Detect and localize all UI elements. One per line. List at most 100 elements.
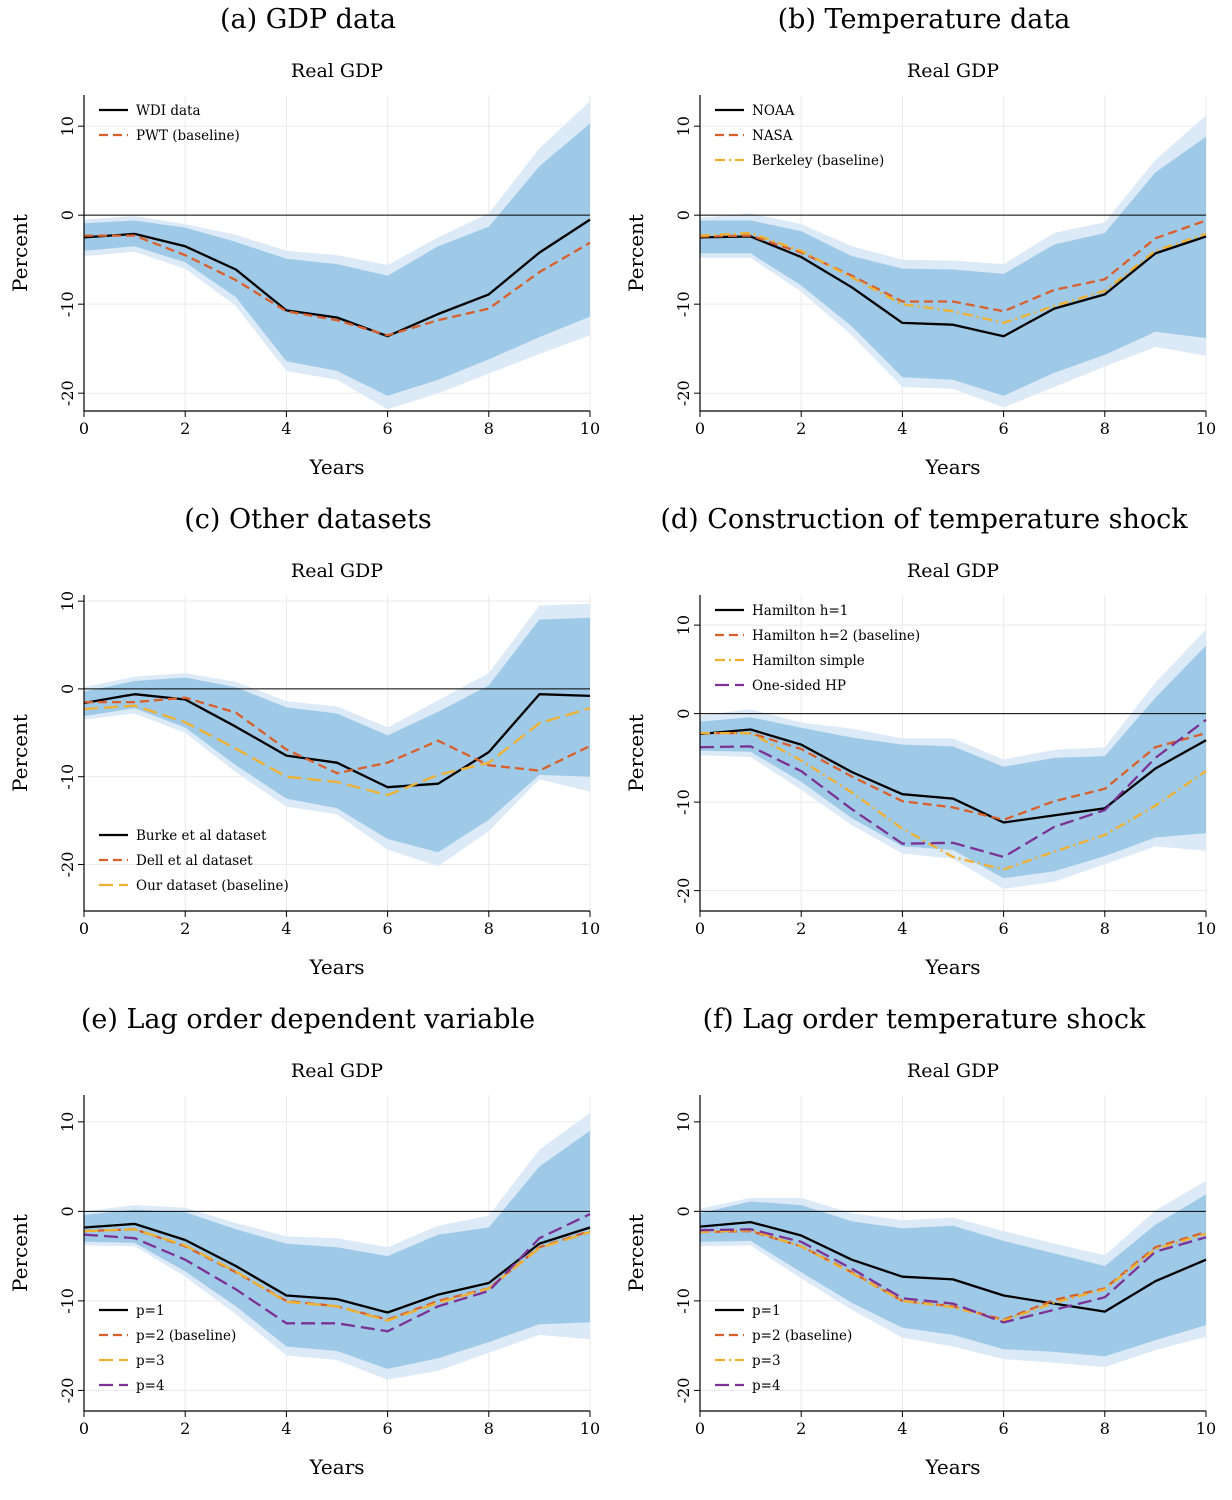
- x-tick-label: 6: [999, 419, 1009, 438]
- y-tick-label: -10: [674, 789, 693, 815]
- panel-f: (f) Lag order temperature shock Real GDP…: [616, 1000, 1232, 1500]
- legend-label: Dell et al dataset: [136, 853, 253, 869]
- series-line: [699, 219, 1207, 313]
- y-tick-label: 0: [58, 684, 77, 694]
- series-line: [700, 731, 1207, 821]
- y-tick-label: -10: [58, 1288, 77, 1314]
- legend-label: Berkeley (baseline): [752, 153, 884, 169]
- y-tick-label: 10: [58, 116, 77, 136]
- y-tick-label: 10: [674, 615, 693, 635]
- confidence-band-inner: [84, 617, 590, 853]
- x-tick-label: 2: [796, 419, 806, 438]
- confidence-band-inner: [84, 1130, 590, 1369]
- y-axis-label: Percent: [624, 1214, 648, 1292]
- x-axis-label: Years: [308, 455, 364, 479]
- series-line: [699, 718, 1207, 859]
- x-tick-label: 6: [383, 1419, 393, 1438]
- series-line: [84, 234, 591, 337]
- y-tick-label: -20: [674, 878, 693, 904]
- y-tick-label: -20: [674, 1378, 693, 1404]
- y-axis-label: Percent: [8, 214, 32, 292]
- x-tick-label: 4: [281, 419, 291, 438]
- y-tick-label: 0: [674, 210, 693, 220]
- legend-label: p=3: [136, 1353, 165, 1369]
- x-tick-label: 6: [383, 419, 393, 438]
- y-tick-label: -10: [58, 291, 77, 317]
- confidence-band-inner: [700, 1194, 1206, 1357]
- legend: WDI data PWT (baseline): [99, 103, 240, 144]
- x-tick-label: 10: [1196, 419, 1216, 438]
- x-tick-label: 10: [1196, 1419, 1216, 1438]
- legend-label: Our dataset (baseline): [136, 878, 289, 894]
- y-tick-label: 0: [58, 210, 77, 220]
- legend-label: p=2 (baseline): [752, 1328, 852, 1344]
- confidence-band-inner: [84, 123, 590, 396]
- y-axis-label: Percent: [624, 214, 648, 292]
- x-tick-label: 0: [79, 419, 89, 438]
- y-tick-label: 0: [674, 1206, 693, 1216]
- x-axis-label: Years: [924, 955, 980, 979]
- y-tick-label: -20: [674, 380, 693, 406]
- confidence-band-inner: [700, 645, 1206, 879]
- x-tick-label: 0: [695, 419, 705, 438]
- series-line: [83, 1222, 591, 1314]
- chart-a: Real GDP 0 2 4 6 8 10 10 0 -10 -20 Years Percent WDI …: [8, 60, 600, 479]
- legend-label: NASA: [752, 128, 793, 144]
- legend-label: WDI data: [136, 103, 201, 119]
- x-tick-label: 8: [484, 419, 494, 438]
- legend-label: Hamilton h=1: [752, 603, 848, 619]
- x-tick-label: 0: [79, 919, 89, 938]
- x-tick-label: 4: [897, 919, 907, 938]
- panel-d: (d) Construction of temperature shock Re…: [616, 500, 1232, 1000]
- x-tick-label: 8: [484, 1419, 494, 1438]
- legend: Burke et al dataset Dell et al dataset Our…: [99, 828, 289, 894]
- x-tick-label: 8: [1100, 419, 1110, 438]
- legend-label: p=4: [136, 1378, 165, 1394]
- series-line: [83, 693, 591, 789]
- y-axis-label: Percent: [8, 714, 32, 792]
- x-tick-label: 10: [580, 919, 600, 938]
- y-tick-label: 10: [58, 591, 77, 611]
- series-line: [83, 704, 591, 797]
- y-tick-label: 10: [58, 1112, 77, 1132]
- series-line: [699, 235, 1207, 338]
- legend-label: p=2 (baseline): [136, 1328, 236, 1344]
- series-line: [699, 1229, 1207, 1322]
- legend: p=1 p=2 (baseline) p=3 p=4: [99, 1303, 236, 1394]
- series-line: [83, 218, 591, 338]
- x-tick-label: 10: [580, 419, 600, 438]
- chart-d: Real GDP 0 2 4 6 8 10 10 0 -10 -20 Years Percent Hami…: [624, 560, 1216, 979]
- y-tick-label: -10: [674, 1288, 693, 1314]
- chart-c: Real GDP 0 2 4 6 8 10 10 0 -10 -20 Years Percent Burk…: [8, 560, 600, 979]
- series-line: [83, 1213, 591, 1333]
- y-tick-label: -20: [58, 1378, 77, 1404]
- x-tick-label: 2: [180, 1419, 190, 1438]
- x-tick-label: 0: [695, 919, 705, 938]
- y-tick-label: 0: [58, 1206, 77, 1216]
- x-tick-label: 0: [79, 1419, 89, 1438]
- x-axis-label: Years: [924, 455, 980, 479]
- panel-heading: (a) GDP data: [219, 4, 397, 35]
- x-tick-label: 4: [281, 919, 291, 938]
- x-axis-label: Years: [308, 955, 364, 979]
- y-tick-label: -20: [58, 852, 77, 878]
- panel-heading: (d) Construction of temperature shock: [660, 504, 1188, 535]
- series-line: [83, 1228, 591, 1322]
- chart-title: Real GDP: [907, 60, 999, 82]
- confidence-band-inner: [700, 136, 1206, 396]
- chart-b: Real GDP 0 2 4 6 8 10 10 0 -10 -20 Years Percent NOAA…: [624, 60, 1216, 479]
- x-tick-label: 6: [999, 1419, 1009, 1438]
- x-tick-label: 4: [281, 1419, 291, 1438]
- y-axis-label: Percent: [624, 714, 648, 792]
- panel-e: (e) Lag order dependent variable Real GD…: [0, 1000, 616, 1500]
- legend-label: Burke et al dataset: [136, 828, 267, 844]
- chart-title: Real GDP: [291, 1060, 383, 1082]
- legend: p=1 p=2 (baseline) p=3 p=4: [715, 1303, 852, 1394]
- panel-b: (b) Temperature data Real GDP 0 2 4 6 8 10 10 0-…: [616, 0, 1232, 500]
- legend: NOAA NASA Berkeley (baseline): [715, 103, 884, 169]
- series-line: [84, 696, 591, 775]
- series-line: [699, 728, 1207, 824]
- x-tick-label: 6: [999, 919, 1009, 938]
- chart-title: Real GDP: [291, 60, 383, 82]
